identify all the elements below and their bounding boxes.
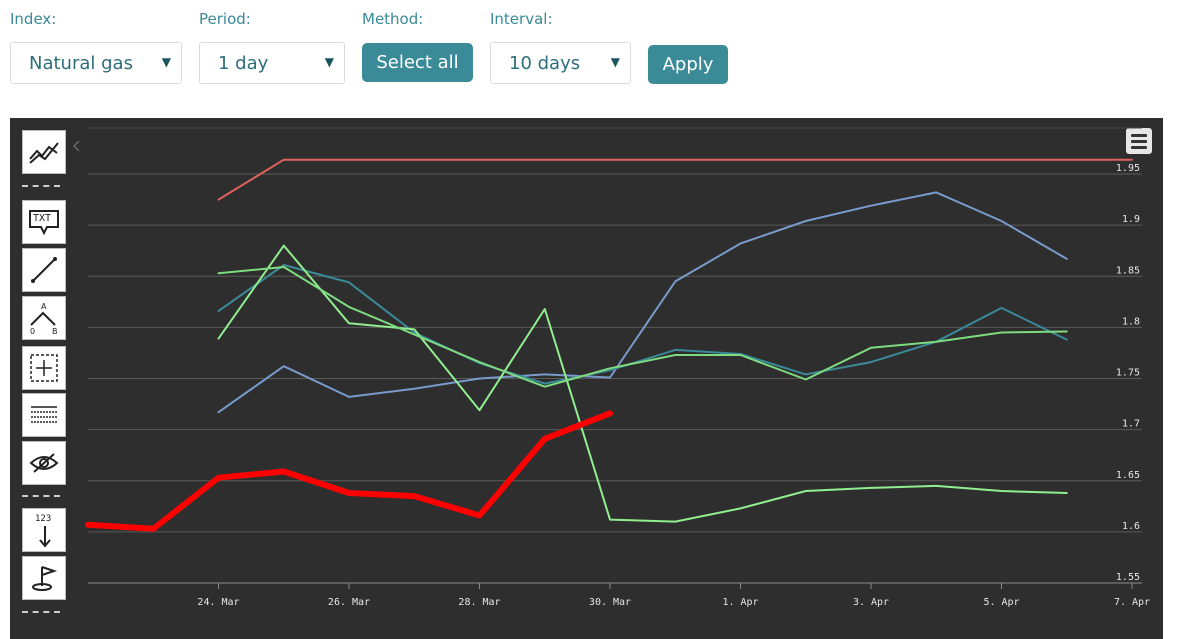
line-chart: 1.55 1.6 1.65 1.7 1.75 1.8 1.85 1.9 1.95 24. Mar… <box>73 127 1150 608</box>
select-all-button[interactable]: Select all <box>362 43 473 82</box>
toolbar-separator <box>22 495 60 497</box>
period-select[interactable]: 1 day ▼ <box>199 42 345 84</box>
method-label: Method: <box>362 10 424 28</box>
x-tick-label: 1. Apr <box>722 597 758 608</box>
y-tick-label: 1.85 <box>1116 265 1140 276</box>
x-tick-label: 7. Apr <box>1114 597 1150 608</box>
price-indicator-icon[interactable]: 123 <box>22 508 66 552</box>
period-label: Period: <box>199 10 251 28</box>
text-annotation-icon[interactable]: TXT <box>22 200 66 244</box>
x-tick-label: 5. Apr <box>983 597 1019 608</box>
txt-label: TXT <box>33 213 52 224</box>
series-line-2 <box>217 158 1133 201</box>
svg-text:B: B <box>52 327 58 336</box>
apply-button[interactable]: Apply <box>648 45 728 84</box>
series-line-4 <box>217 264 1068 385</box>
svg-text:A: A <box>41 302 47 311</box>
series-line-5 <box>217 244 1068 523</box>
y-tick-label: 1.75 <box>1116 368 1140 379</box>
x-tick-label: 28. Mar <box>458 597 500 608</box>
interval-label: Interval: <box>490 10 553 28</box>
period-select-value: 1 day <box>218 52 269 74</box>
x-tick-label: 26. Mar <box>328 597 370 608</box>
y-tick-label: 1.55 <box>1116 572 1140 583</box>
svg-text:0: 0 <box>30 327 35 336</box>
x-tick-label: 30. Mar <box>589 597 631 608</box>
interval-select[interactable]: 10 days ▼ <box>490 42 631 84</box>
chevron-down-icon: ▼ <box>161 55 171 69</box>
interval-select-value: 10 days <box>509 52 581 74</box>
hamburger-menu-icon[interactable] <box>1126 128 1152 154</box>
y-tick-label: 1.65 <box>1116 470 1140 481</box>
hide-icon[interactable] <box>22 441 66 485</box>
y-tick-label: 1.95 <box>1116 163 1140 174</box>
series-line-3 <box>217 191 1068 414</box>
y-tick-label: 1.9 <box>1122 214 1140 225</box>
y-tick-label: 1.6 <box>1122 521 1140 532</box>
measure-icon[interactable] <box>22 346 66 390</box>
table-icon[interactable] <box>22 393 66 437</box>
line-draw-icon[interactable] <box>22 248 66 292</box>
toolbar-separator <box>22 185 60 187</box>
trend-lines-icon[interactable] <box>22 130 66 174</box>
chevron-down-icon: ▼ <box>610 55 620 69</box>
y-tick-label: 1.8 <box>1122 316 1140 327</box>
toolbar-separator <box>22 611 60 613</box>
index-label: Index: <box>10 10 57 28</box>
flag-icon[interactable] <box>22 556 66 600</box>
index-select[interactable]: Natural gas ▼ <box>10 42 182 84</box>
num-label: 123 <box>35 514 52 524</box>
y-tick-label: 1.7 <box>1122 419 1140 430</box>
chevron-left-icon <box>73 140 80 152</box>
series-line-1 <box>85 410 613 532</box>
chart-panel: TXT A 0 B 123 1.55 1.6 1.65 1.7 1.75 1.8 1.85 1.9… <box>10 118 1163 639</box>
x-tick-label: 24. Mar <box>197 597 239 608</box>
fibonacci-icon[interactable]: A 0 B <box>22 296 66 340</box>
chevron-down-icon: ▼ <box>324 55 334 69</box>
index-select-value: Natural gas <box>29 52 133 74</box>
x-tick-label: 3. Apr <box>853 597 889 608</box>
series-line-6 <box>217 266 1068 388</box>
